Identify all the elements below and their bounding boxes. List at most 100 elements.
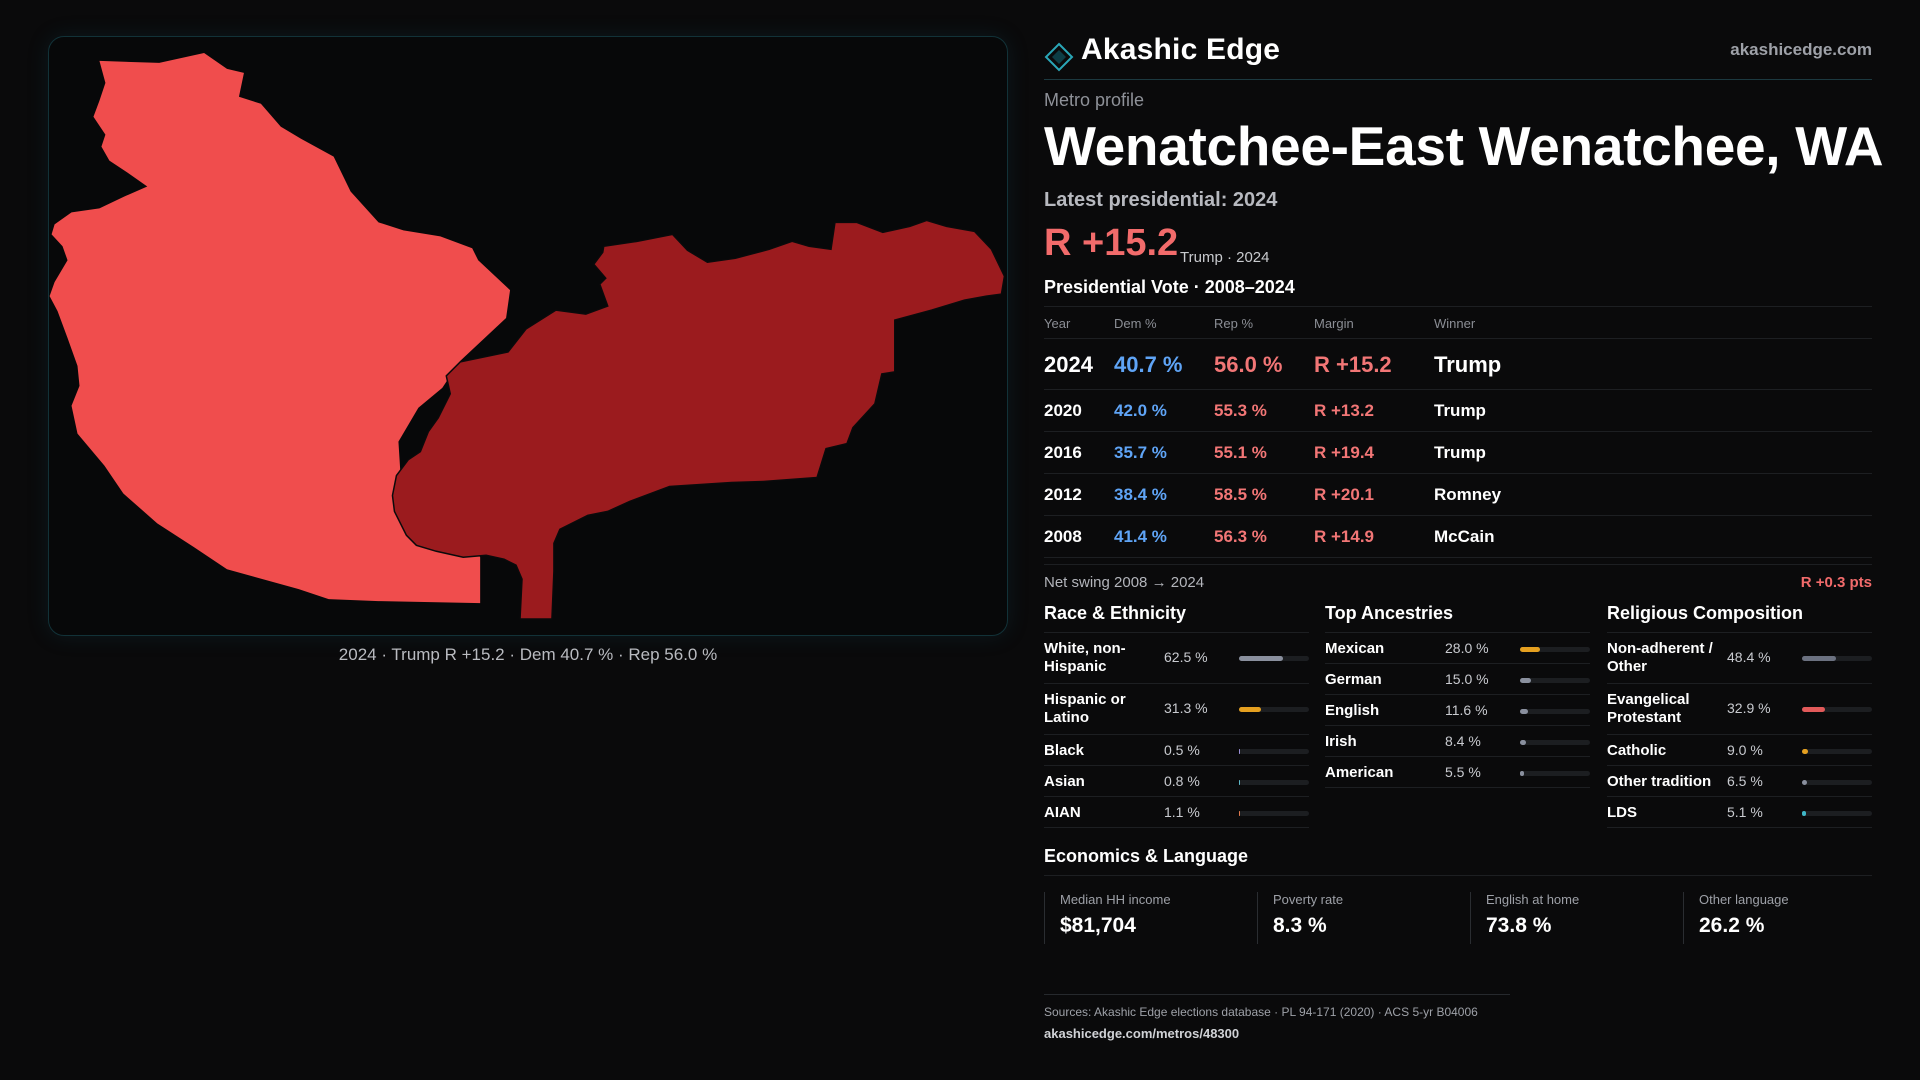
column-header-year: Year	[1044, 316, 1071, 331]
share-bar-fill	[1239, 780, 1241, 785]
item-value: 9.0 %	[1727, 742, 1763, 758]
stat-card-english: English at home 73.8 %	[1470, 892, 1666, 944]
table-row: 2020 42.0 % 55.3 % R +13.2 Trump	[1044, 390, 1872, 432]
column-header-rep: Rep %	[1214, 316, 1254, 331]
share-bar-fill	[1239, 749, 1241, 754]
footer-url-link[interactable]: akashicedge.com/metros/48300	[1044, 1026, 1240, 1041]
table-row: 2012 38.4 % 58.5 % R +20.1 Romney	[1044, 474, 1872, 516]
cell-winner: Trump	[1434, 443, 1486, 462]
item-label: American	[1325, 764, 1394, 781]
cell-year: 2020	[1044, 401, 1082, 420]
share-bar	[1520, 771, 1590, 776]
share-bar-fill	[1520, 709, 1529, 714]
cell-margin: R +15.2	[1314, 352, 1392, 377]
share-bar-fill	[1520, 647, 1540, 652]
cell-year: 2012	[1044, 485, 1082, 504]
stat-value: 8.3 %	[1273, 914, 1327, 937]
share-bar	[1239, 811, 1309, 816]
cell-rep: 56.0 %	[1214, 352, 1283, 377]
share-bar-fill	[1239, 707, 1261, 712]
brand-header: Akashic Edge akashicedge.com	[1044, 30, 1872, 80]
list-item: LDS 5.1 %	[1607, 797, 1872, 828]
latest-presidential-label: Latest presidential: 2024	[1044, 189, 1278, 211]
cell-winner: McCain	[1434, 527, 1495, 546]
item-value: 31.3 %	[1164, 700, 1208, 716]
item-value: 5.1 %	[1727, 804, 1763, 820]
item-label: Other tradition	[1607, 773, 1712, 790]
cell-year: 2016	[1044, 443, 1082, 462]
item-label: German	[1325, 671, 1382, 688]
map-county-west[interactable]	[49, 52, 511, 604]
stat-card-poverty: Poverty rate 8.3 %	[1257, 892, 1453, 944]
share-bar-fill	[1239, 656, 1283, 661]
share-bar-fill	[1802, 780, 1807, 785]
cell-dem: 35.7 %	[1114, 443, 1167, 462]
item-label: Asian	[1044, 773, 1085, 790]
cell-dem: 38.4 %	[1114, 485, 1167, 504]
item-label: Hispanic or Latino	[1044, 691, 1126, 726]
page-eyebrow: Metro profile	[1044, 90, 1145, 110]
list-item: Mexican 28.0 %	[1325, 633, 1590, 664]
table-header-row: Year Dem % Rep % Margin Winner	[1044, 307, 1872, 339]
item-value: 48.4 %	[1727, 649, 1771, 665]
item-value: 8.4 %	[1445, 733, 1481, 749]
page-title: Wenatchee-East Wenatchee, WA	[1044, 115, 1884, 177]
net-swing-row: Net swing 2008 → 2024 R +0.3 pts	[1044, 564, 1872, 596]
list-item: American 5.5 %	[1325, 757, 1590, 788]
headline-margin: R +15.2	[1044, 222, 1179, 264]
list-item: Evangelical Protestant 32.9 %	[1607, 684, 1872, 735]
list-item: English 11.6 %	[1325, 695, 1590, 726]
item-value: 0.5 %	[1164, 742, 1200, 758]
cell-rep: 58.5 %	[1214, 485, 1267, 504]
brand-url-link[interactable]: akashicedge.com	[1730, 40, 1872, 59]
cell-winner: Trump	[1434, 401, 1486, 420]
cell-dem: 40.7 %	[1114, 352, 1183, 377]
item-value: 5.5 %	[1445, 764, 1481, 780]
race-ethnicity-heading: Race & Ethnicity	[1044, 600, 1309, 633]
item-label: LDS	[1607, 804, 1637, 821]
table-row: 2024 40.7 % 56.0 % R +15.2 Trump	[1044, 339, 1872, 390]
share-bar	[1520, 678, 1590, 683]
map-caption: 2024 · Trump R +15.2 · Dem 40.7 % · Rep …	[338, 645, 718, 664]
cell-rep: 55.3 %	[1214, 401, 1267, 420]
item-label: Non-adherent / Other	[1607, 640, 1713, 675]
item-value: 15.0 %	[1445, 671, 1489, 687]
share-bar-fill	[1520, 678, 1531, 683]
list-item: Black 0.5 %	[1044, 735, 1309, 766]
stat-card-income: Median HH income $81,704	[1044, 892, 1240, 944]
item-label: Catholic	[1607, 742, 1667, 759]
share-bar	[1239, 656, 1309, 661]
share-bar	[1239, 749, 1309, 754]
sources-note: Sources: Akashic Edge elections database…	[1044, 1005, 1478, 1019]
share-bar	[1520, 647, 1590, 652]
stat-label: English at home	[1486, 892, 1580, 907]
share-bar	[1239, 707, 1309, 712]
item-label: Evangelical Protestant	[1607, 691, 1690, 726]
share-bar	[1802, 780, 1872, 785]
stat-value: 26.2 %	[1699, 914, 1765, 937]
stat-card-other-language: Other language 26.2 %	[1683, 892, 1879, 944]
brand-name[interactable]: Akashic Edge	[1081, 33, 1281, 66]
share-bar	[1520, 709, 1590, 714]
list-item: Asian 0.8 %	[1044, 766, 1309, 797]
stat-label: Median HH income	[1060, 892, 1171, 907]
item-label: Black	[1044, 742, 1085, 759]
map-county-east[interactable]	[391, 219, 1006, 620]
county-map	[49, 52, 1006, 620]
cell-margin: R +20.1	[1314, 485, 1375, 504]
stat-label: Poverty rate	[1273, 892, 1344, 907]
column-header-dem: Dem %	[1114, 316, 1157, 331]
footer-divider	[1044, 994, 1510, 995]
cell-rep: 55.1 %	[1214, 443, 1267, 462]
item-value: 11.6 %	[1445, 702, 1488, 718]
column-header-winner: Winner	[1434, 316, 1476, 331]
share-bar-fill	[1802, 811, 1806, 816]
list-item: Catholic 9.0 %	[1607, 735, 1872, 766]
stat-value: 73.8 %	[1486, 914, 1552, 937]
county-map-panel	[48, 36, 1008, 636]
ancestries-heading: Top Ancestries	[1325, 600, 1590, 633]
share-bar	[1802, 656, 1872, 661]
share-bar-fill	[1520, 771, 1524, 776]
economics-heading: Economics & Language	[1044, 843, 1872, 876]
item-label: Mexican	[1325, 640, 1385, 657]
